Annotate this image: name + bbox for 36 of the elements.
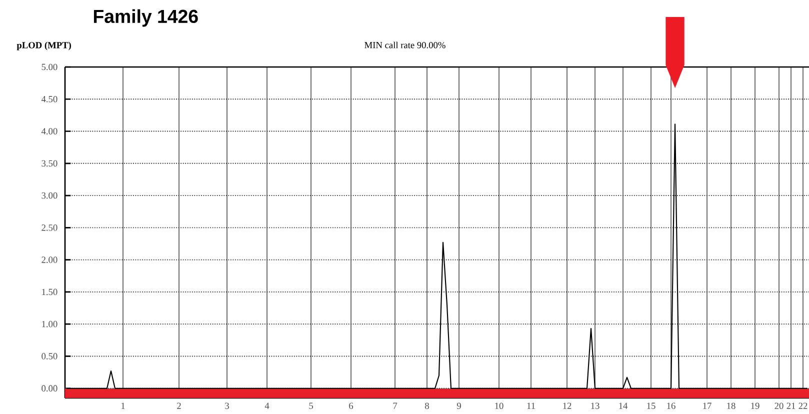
- x-tick-label: 14: [619, 402, 628, 409]
- x-tick-label: 6: [349, 402, 354, 409]
- x-tick-label: 22: [798, 402, 808, 409]
- x-tick-label: 21: [786, 402, 796, 409]
- x-tick-label: 17: [703, 402, 712, 409]
- x-tick-label: 13: [591, 402, 600, 409]
- x-tick-label: 5: [309, 402, 313, 409]
- x-tick-label: 3: [225, 402, 229, 409]
- x-tick-label: 11: [527, 402, 535, 409]
- x-tick-label: 1: [121, 402, 125, 409]
- x-tick-label: 12: [563, 402, 572, 409]
- y-tick-label: 3.00: [42, 192, 58, 199]
- x-tick-label: 2: [177, 402, 181, 409]
- x-tick-label: 4: [264, 402, 270, 409]
- x-tick-label: 9: [456, 402, 461, 409]
- chart-title: Family 1426: [94, 9, 198, 27]
- y-tick-label: 1.00: [42, 320, 58, 328]
- y-tick-label: 2.00: [42, 256, 58, 263]
- y-tick-label: 2.50: [42, 224, 58, 231]
- y-axis-title: pLOD (MPT): [16, 42, 72, 50]
- x-tick-label: 20: [774, 402, 784, 409]
- chart-subtitle: MIN call rate 90.00%: [364, 42, 446, 48]
- y-tick-label: 0.50: [42, 353, 58, 360]
- y-tick-label: 3.50: [42, 160, 58, 167]
- x-tick-label: 10: [495, 402, 504, 409]
- x-tick-label: 18: [727, 402, 736, 409]
- y-tick-label: 4.50: [41, 96, 58, 102]
- x-tick-label: 19: [751, 402, 760, 409]
- y-tick-label: 0.00: [42, 385, 58, 392]
- y-tick-label: 1.50: [42, 288, 58, 296]
- x-tick-label: 8: [425, 402, 429, 409]
- x-tick-label: 16: [667, 402, 676, 409]
- x-tick-label: 15: [647, 402, 656, 409]
- x-tick-label: 7: [393, 402, 398, 409]
- y-tick-label: 5.00: [42, 64, 58, 70]
- y-tick-label: 4.00: [41, 128, 58, 134]
